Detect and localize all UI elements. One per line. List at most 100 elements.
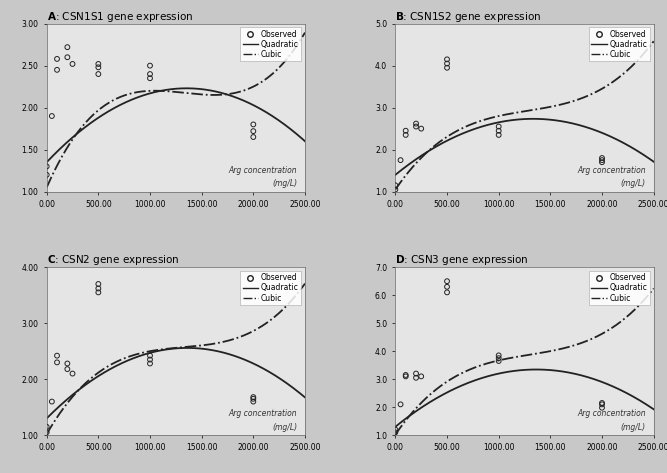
Cubic	[458, 370, 466, 376]
Quadratic	[43, 415, 51, 421]
Text: Arg concentration: Arg concentration	[229, 166, 297, 175]
Observed	[494, 131, 504, 139]
Cubic	[237, 88, 245, 94]
Quadratic	[215, 349, 223, 354]
Quadratic	[43, 159, 51, 165]
Observed	[41, 423, 52, 430]
Text: $\bf{C}$: CSN2 gene expression: $\bf{C}$: CSN2 gene expression	[47, 253, 179, 267]
Cubic	[89, 374, 97, 380]
Observed	[442, 289, 452, 296]
Line: Quadratic: Quadratic	[47, 88, 305, 162]
Quadratic	[586, 126, 594, 131]
Cubic	[437, 138, 445, 144]
Line: Cubic: Cubic	[396, 289, 654, 435]
Quadratic	[392, 424, 400, 429]
Quadratic	[89, 119, 97, 125]
Text: (mg/L): (mg/L)	[272, 423, 297, 432]
Quadratic	[183, 345, 191, 351]
Observed	[411, 370, 422, 377]
Observed	[93, 280, 103, 288]
Observed	[494, 123, 504, 131]
Observed	[41, 163, 52, 170]
Cubic	[43, 184, 51, 190]
Observed	[51, 352, 62, 359]
Quadratic	[458, 383, 466, 388]
Text: $\bf{B}$: CSN1S2 gene expression: $\bf{B}$: CSN1S2 gene expression	[396, 9, 542, 24]
Cubic	[564, 344, 572, 350]
Observed	[442, 55, 452, 63]
Observed	[145, 359, 155, 367]
Quadratic	[564, 120, 572, 125]
Observed	[41, 171, 52, 179]
Cubic	[43, 431, 51, 437]
Observed	[390, 182, 401, 189]
Observed	[494, 354, 504, 362]
Observed	[411, 374, 422, 382]
Quadratic	[182, 86, 190, 91]
Quadratic	[159, 347, 167, 353]
Quadratic	[564, 369, 572, 375]
Cubic	[301, 281, 309, 287]
Cubic	[159, 346, 167, 352]
Quadratic	[89, 377, 97, 383]
Observed	[145, 62, 155, 70]
Observed	[416, 373, 426, 380]
Observed	[62, 365, 73, 373]
Cubic	[89, 113, 97, 118]
Observed	[248, 395, 259, 403]
Observed	[41, 429, 52, 436]
Legend: Observed, Quadratic, Cubic: Observed, Quadratic, Cubic	[240, 271, 301, 305]
Quadratic	[437, 393, 445, 398]
Line: Quadratic: Quadratic	[396, 119, 654, 175]
Observed	[145, 352, 155, 359]
Quadratic	[544, 117, 552, 123]
Cubic	[215, 340, 223, 346]
Observed	[442, 64, 452, 71]
Cubic	[544, 105, 552, 110]
Quadratic	[650, 406, 658, 412]
Observed	[51, 359, 62, 366]
Observed	[93, 60, 103, 68]
Quadratic	[195, 86, 203, 92]
Line: Cubic: Cubic	[47, 33, 305, 187]
Cubic	[215, 92, 223, 98]
Cubic	[508, 355, 516, 360]
Text: (mg/L): (mg/L)	[621, 179, 646, 188]
Observed	[442, 60, 452, 67]
Quadratic	[301, 394, 309, 400]
Cubic	[301, 30, 309, 35]
Observed	[51, 66, 62, 74]
Quadratic	[109, 365, 117, 370]
Cubic	[508, 111, 516, 116]
Observed	[93, 285, 103, 292]
Line: Cubic: Cubic	[396, 41, 654, 190]
Observed	[597, 399, 608, 407]
Text: Arg concentration: Arg concentration	[577, 409, 646, 418]
Text: Arg concentration: Arg concentration	[229, 409, 297, 418]
Observed	[597, 157, 608, 164]
Observed	[248, 398, 259, 405]
Cubic	[650, 38, 658, 44]
Text: $\bf{D}$: CSN3 gene expression: $\bf{D}$: CSN3 gene expression	[396, 253, 529, 267]
Observed	[390, 186, 401, 193]
Cubic	[195, 91, 203, 97]
Cubic	[458, 126, 466, 131]
Observed	[93, 289, 103, 296]
Observed	[62, 44, 73, 51]
Observed	[597, 404, 608, 412]
Text: $\bf{A}$: CSN1S1 gene expression: $\bf{A}$: CSN1S1 gene expression	[47, 9, 193, 24]
Legend: Observed, Quadratic, Cubic: Observed, Quadratic, Cubic	[240, 27, 301, 61]
Cubic	[437, 383, 445, 388]
Cubic	[159, 88, 167, 94]
Observed	[51, 55, 62, 63]
Observed	[411, 120, 422, 127]
Observed	[597, 158, 608, 166]
Observed	[248, 133, 259, 141]
Quadratic	[544, 367, 552, 373]
Quadratic	[392, 172, 400, 178]
Quadratic	[195, 346, 203, 351]
Observed	[62, 359, 73, 367]
Legend: Observed, Quadratic, Cubic: Observed, Quadratic, Cubic	[589, 27, 650, 61]
Cubic	[650, 286, 658, 291]
Line: Quadratic: Quadratic	[396, 369, 654, 427]
